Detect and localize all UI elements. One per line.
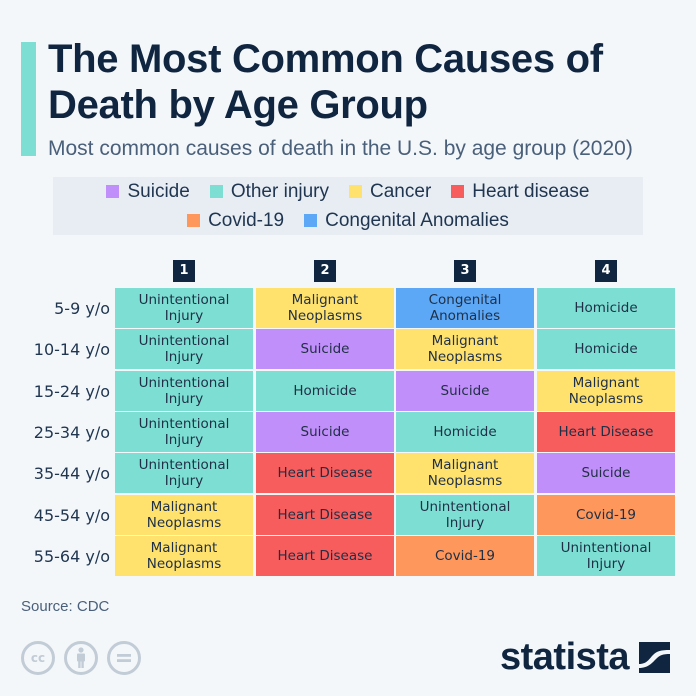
legend-item[interactable]: Heart disease: [451, 180, 590, 203]
license-icons: cc: [21, 641, 141, 675]
brand-name: statista: [500, 636, 630, 678]
age-group-label: 15-24 y/o: [33, 381, 110, 401]
age-group-label: 35-44 y/o: [33, 464, 110, 484]
legend-item[interactable]: Cancer: [349, 181, 431, 203]
legend: Suicide Other injury Cancer Heart disease Co…: [53, 177, 643, 235]
cc-icon[interactable]: cc: [21, 641, 55, 675]
chart-title: The Most Common Causes of Death by Age G…: [48, 37, 603, 127]
legend-label: Heart disease: [472, 180, 590, 202]
table-cell: Congenital Anomalies: [396, 288, 534, 328]
legend-label: Other injury: [230, 180, 330, 202]
cc-icon-label: cc: [30, 651, 46, 665]
legend-swatch: [209, 185, 223, 198]
table-cell: Homicide: [537, 329, 675, 370]
column-rank-header: 4: [595, 260, 617, 282]
table-cell: Unintentional Injury: [115, 329, 253, 370]
table-cell: Malignant Neoplasms: [115, 494, 253, 535]
table-cell: Homicide: [396, 411, 534, 452]
statista-mark-icon: [639, 641, 671, 673]
legend-row: Suicide Other injury Cancer Heart disease: [53, 177, 643, 206]
legend-label: Covid-19: [208, 209, 285, 231]
table-cell: Heart Disease: [256, 494, 394, 535]
legend-swatch: [187, 214, 201, 227]
title-accent-bar: [21, 42, 36, 156]
table-cell: Heart Disease: [537, 411, 675, 452]
age-group-label: 5-9 y/o: [54, 299, 110, 318]
table-cell: Suicide: [256, 329, 394, 370]
table-cell: Malignant Neoplasms: [396, 329, 534, 370]
table-cell: Suicide: [396, 370, 534, 411]
legend-swatch: [349, 185, 363, 198]
statista-logo[interactable]: statista: [500, 636, 671, 678]
table-cell: Unintentional Injury: [115, 411, 253, 452]
table-cell: Covid-19: [537, 494, 675, 535]
table-cell: Suicide: [537, 453, 675, 494]
table-cell: Unintentional Injury: [115, 453, 253, 494]
age-group-label: 55-64 y/o: [33, 546, 110, 566]
nd-icon[interactable]: [107, 641, 141, 675]
table-cell: Suicide: [256, 411, 394, 452]
table-cell: Heart Disease: [256, 453, 394, 494]
legend-label: Cancer: [370, 180, 432, 202]
table-cell: Malignant Neoplasms: [256, 288, 394, 328]
legend-row: Covid-19 Congenital Anomalies: [53, 206, 643, 235]
person-icon: [77, 647, 85, 668]
legend-swatch: [451, 185, 465, 198]
table-cell: Unintentional Injury: [115, 288, 253, 328]
by-icon[interactable]: [64, 641, 98, 675]
table-cell: Homicide: [537, 288, 675, 328]
table-cell: Unintentional Injury: [537, 535, 675, 576]
table-cell: Malignant Neoplasms: [115, 535, 253, 576]
equals-icon: [117, 654, 131, 662]
table-cell: Covid-19: [396, 535, 534, 576]
legend-swatch: [304, 214, 318, 227]
table-cell: Malignant Neoplasms: [396, 453, 534, 494]
table-cell: Unintentional Injury: [396, 494, 534, 535]
column-rank-header: 3: [454, 260, 476, 282]
table-cell: Unintentional Injury: [115, 370, 253, 411]
legend-item[interactable]: Covid-19: [187, 210, 284, 232]
chart-subtitle: Most common causes of death in the U.S. …: [48, 137, 633, 160]
age-group-label: 10-14 y/o: [33, 340, 110, 360]
column-rank-header: 2: [314, 260, 336, 282]
legend-label: Congenital Anomalies: [325, 209, 509, 231]
legend-item[interactable]: Congenital Anomalies: [304, 210, 509, 232]
legend-item[interactable]: Other injury: [209, 180, 330, 203]
source-note: Source: CDC: [21, 598, 110, 615]
table-cell: Homicide: [256, 370, 394, 411]
age-group-label: 45-54 y/o: [33, 505, 110, 525]
age-group-label: 25-34 y/o: [33, 422, 110, 442]
table-cell: Malignant Neoplasms: [537, 370, 675, 411]
column-rank-header: 1: [173, 260, 195, 282]
legend-label: Suicide: [127, 180, 190, 202]
legend-item[interactable]: Suicide: [106, 180, 190, 203]
table-cell: Heart Disease: [256, 535, 394, 576]
legend-swatch: [106, 185, 120, 198]
